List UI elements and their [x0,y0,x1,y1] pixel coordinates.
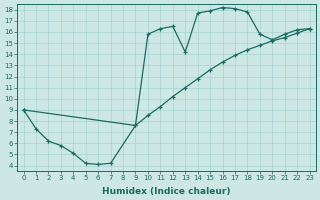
X-axis label: Humidex (Indice chaleur): Humidex (Indice chaleur) [102,187,231,196]
